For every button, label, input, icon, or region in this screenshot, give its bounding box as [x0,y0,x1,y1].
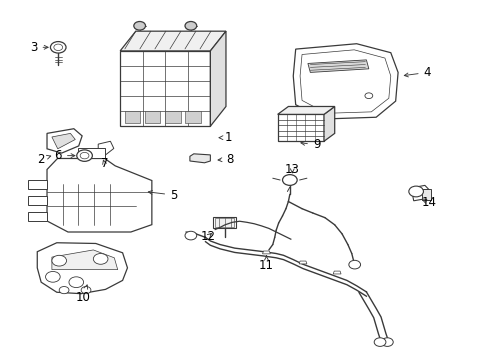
Text: 13: 13 [285,163,299,176]
Bar [277,114,324,141]
Circle shape [59,287,69,294]
Text: 10: 10 [75,285,90,304]
Bar [214,219,234,227]
Polygon shape [120,31,225,51]
Text: 7: 7 [101,157,108,170]
Bar [145,111,160,123]
Circle shape [52,255,66,266]
Polygon shape [410,185,430,201]
Polygon shape [47,158,152,232]
Circle shape [80,152,89,159]
Circle shape [54,44,62,50]
Polygon shape [277,107,334,114]
Polygon shape [332,271,340,274]
Polygon shape [299,261,306,264]
Polygon shape [47,129,82,153]
Bar [165,111,180,123]
Polygon shape [52,250,118,270]
Text: 11: 11 [259,256,273,272]
Polygon shape [27,196,47,205]
Text: 8: 8 [218,153,233,166]
Circle shape [134,22,145,30]
Circle shape [373,338,385,346]
Text: 5: 5 [148,189,177,202]
Circle shape [184,22,196,30]
Polygon shape [300,50,390,113]
Text: 6: 6 [54,149,75,162]
Polygon shape [324,107,334,141]
Circle shape [81,287,91,294]
Polygon shape [37,243,127,294]
Polygon shape [293,44,397,119]
Polygon shape [78,148,104,158]
Text: 12: 12 [200,230,215,243]
Text: 14: 14 [421,196,435,209]
Circle shape [408,186,423,197]
Bar [421,189,430,200]
Text: 3: 3 [30,41,48,54]
Circle shape [381,338,392,346]
Polygon shape [27,212,47,221]
Polygon shape [262,251,270,254]
Circle shape [50,41,66,53]
Bar [120,51,210,126]
Polygon shape [98,141,114,155]
Text: 2: 2 [37,153,51,166]
Polygon shape [52,134,75,149]
Circle shape [93,253,108,264]
Circle shape [77,150,92,161]
Circle shape [348,260,360,269]
Bar [212,217,236,228]
Polygon shape [189,154,210,163]
Circle shape [69,277,83,288]
Bar [125,111,140,123]
Circle shape [184,231,196,240]
Polygon shape [210,31,225,126]
Circle shape [282,175,297,185]
Polygon shape [27,180,47,189]
Circle shape [45,271,60,282]
Text: 4: 4 [404,66,430,79]
Text: 1: 1 [219,131,232,144]
Polygon shape [307,60,368,72]
Text: 9: 9 [300,138,320,151]
Circle shape [364,93,372,99]
Bar [185,111,200,123]
